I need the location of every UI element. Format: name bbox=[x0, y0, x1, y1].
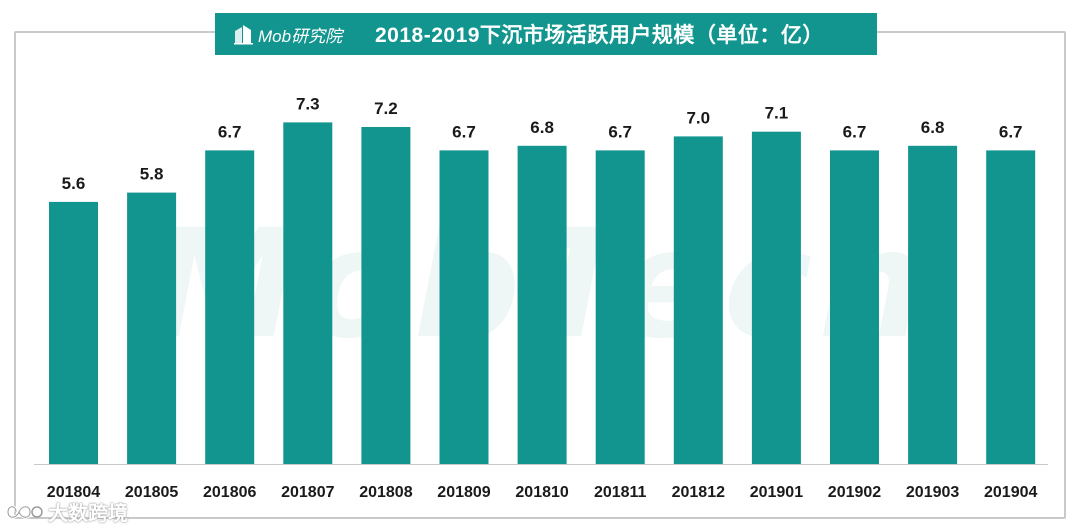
value-label-201810: 6.8 bbox=[530, 118, 554, 137]
value-label-201808: 7.2 bbox=[374, 99, 398, 118]
value-labels-layer: 5.6 5.8 6.7 7.3 7.2 6.7 6.8 6.7 7.0 7.1 6.7 6.8 6.7 bbox=[62, 94, 1023, 192]
bar-201807 bbox=[283, 122, 333, 465]
x-tick-label-201901: 201901 bbox=[750, 484, 803, 501]
value-label-201807: 7.3 bbox=[296, 94, 320, 113]
bar-201809 bbox=[439, 150, 489, 464]
title-bar: Mob研究院 2018-2019下沉市场活跃用户规模（单位：亿） bbox=[215, 13, 877, 55]
bar-201904 bbox=[986, 150, 1036, 464]
x-tick-label-201806: 201806 bbox=[203, 484, 256, 501]
x-tick-labels-layer: 201804 201805 201806 201807 201808 201809 2018… bbox=[47, 484, 1038, 501]
brand: Mob研究院 bbox=[233, 22, 361, 47]
infinity-logo-icon bbox=[6, 504, 43, 519]
x-tick-label-201810: 201810 bbox=[515, 484, 568, 501]
value-label-201903: 6.8 bbox=[921, 118, 945, 137]
bar-201808 bbox=[361, 127, 411, 464]
bar-201805 bbox=[127, 192, 177, 464]
bar-201806 bbox=[205, 150, 255, 464]
bar-201902 bbox=[830, 150, 879, 464]
bar-201812 bbox=[673, 136, 723, 464]
chart-title: 2018-2019下沉市场活跃用户规模（单位：亿） bbox=[375, 24, 824, 47]
x-tick-label-201808: 201808 bbox=[359, 484, 412, 501]
footer-watermark: 大数跨境 bbox=[6, 497, 128, 526]
value-label-201806: 6.7 bbox=[218, 122, 242, 141]
building-icon bbox=[234, 25, 253, 45]
x-tick-label-201903: 201903 bbox=[906, 484, 959, 501]
value-label-201901: 7.1 bbox=[765, 104, 789, 123]
x-tick-label-201904: 201904 bbox=[984, 484, 1037, 501]
bar-201810 bbox=[517, 145, 567, 465]
bar-201804 bbox=[49, 201, 98, 464]
value-label-201811: 6.7 bbox=[608, 122, 632, 141]
value-label-201812: 7.0 bbox=[686, 108, 710, 127]
x-tick-label-201809: 201809 bbox=[437, 484, 490, 501]
bar-201901 bbox=[751, 131, 801, 464]
bar-201811 bbox=[595, 150, 645, 464]
value-label-201805: 5.8 bbox=[140, 165, 164, 184]
x-tick-label-201805: 201805 bbox=[125, 484, 178, 501]
value-label-201804: 5.6 bbox=[62, 174, 86, 193]
bar-201903 bbox=[908, 145, 958, 465]
x-tick-label-201807: 201807 bbox=[281, 484, 334, 501]
footer-watermark-text: 大数跨境 bbox=[48, 503, 128, 525]
x-tick-label-201812: 201812 bbox=[672, 484, 725, 501]
brand-label: Mob研究院 bbox=[258, 26, 343, 46]
x-tick-label-201811: 201811 bbox=[594, 484, 647, 501]
value-label-201902: 6.7 bbox=[843, 122, 867, 141]
value-label-201904: 6.7 bbox=[999, 122, 1023, 141]
x-tick-label-201902: 201902 bbox=[828, 484, 881, 501]
x-tick-label-201804: 201804 bbox=[47, 484, 100, 501]
value-label-201809: 6.7 bbox=[452, 122, 476, 141]
bars-layer bbox=[49, 122, 1036, 465]
